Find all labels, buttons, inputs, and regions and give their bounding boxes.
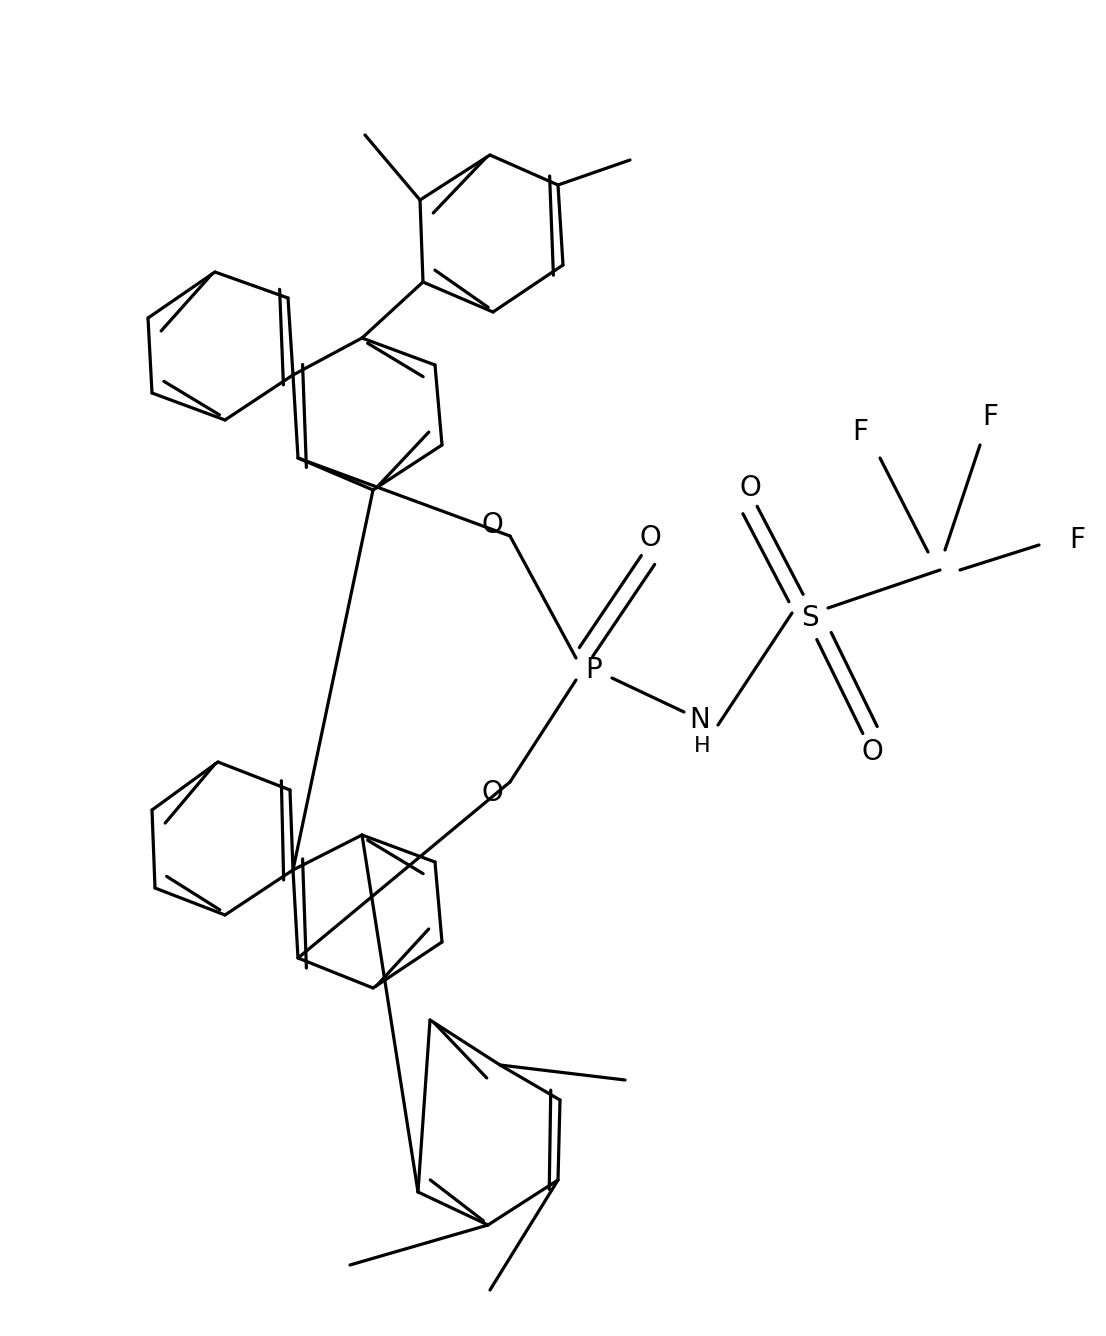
Text: N: N	[690, 705, 710, 733]
Text: F: F	[982, 403, 998, 432]
Text: F: F	[1070, 526, 1085, 554]
Text: O: O	[739, 474, 761, 502]
Text: P: P	[585, 656, 603, 684]
Text: O: O	[481, 779, 503, 807]
Text: S: S	[801, 604, 818, 632]
Text: H: H	[693, 736, 710, 756]
Text: O: O	[639, 524, 661, 552]
Text: O: O	[862, 737, 883, 766]
Text: O: O	[481, 510, 503, 538]
Text: F: F	[852, 418, 868, 446]
